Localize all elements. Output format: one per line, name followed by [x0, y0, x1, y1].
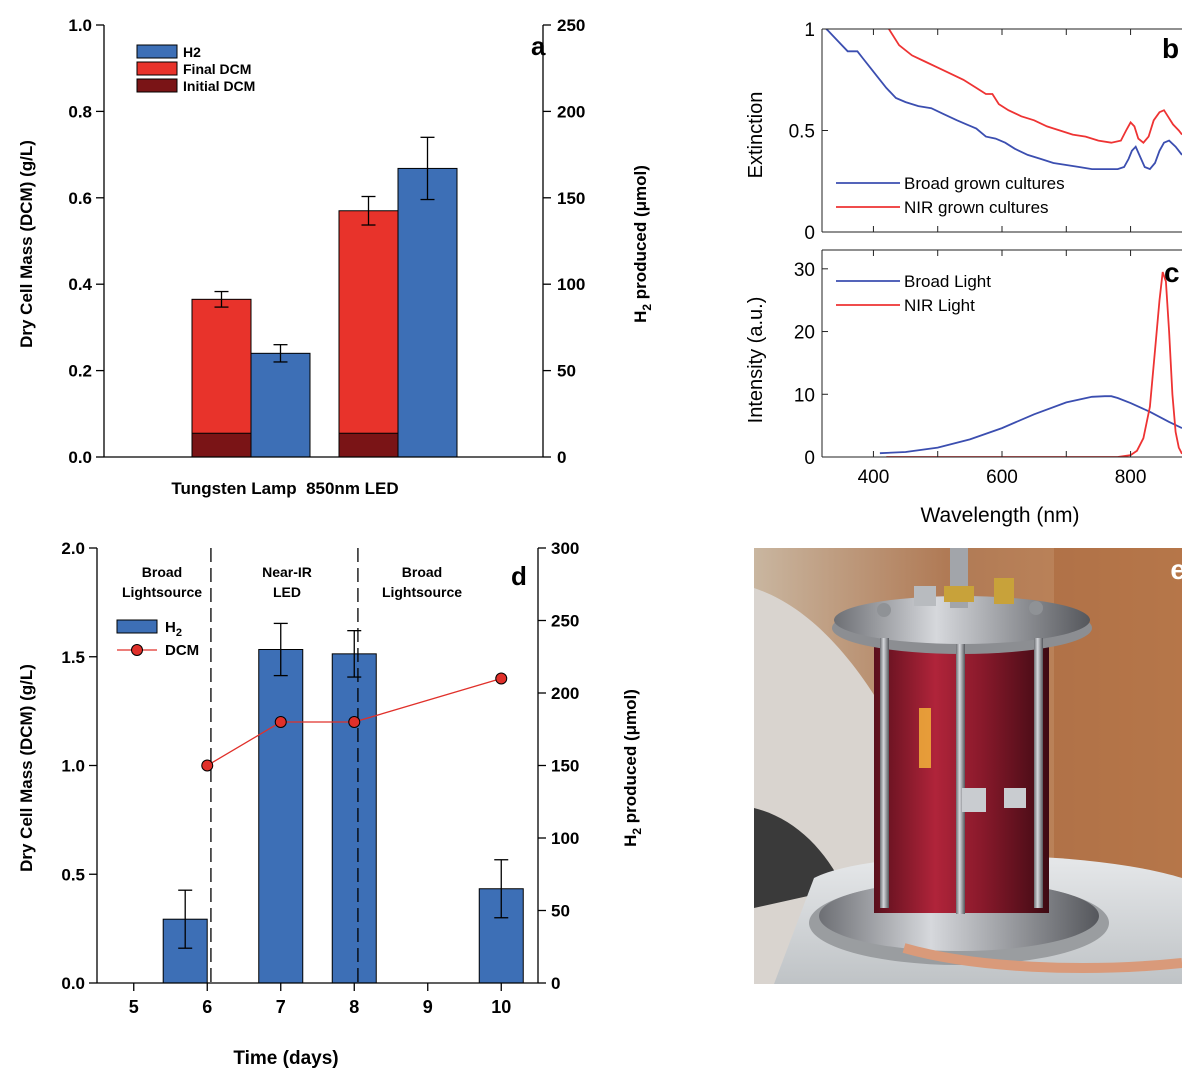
x-tick-label: 8 — [349, 997, 359, 1017]
y-tick-label: 0.5 — [61, 865, 85, 884]
legend-label: H2 — [183, 44, 201, 60]
y2-tick-label: 100 — [557, 275, 585, 294]
legend-swatch — [136, 61, 178, 76]
region-label: Lightsource — [122, 584, 202, 600]
y-tick-label: 30 — [794, 260, 815, 281]
panel-b: 0 0.5 1 Broad grown cultures NIR grown cultu… — [745, 20, 1182, 244]
y-tick-label: 0.6 — [68, 189, 92, 208]
panel-c-ylabel: Intensity (a.u.) — [745, 297, 767, 424]
y-tick-label: 10 — [794, 385, 815, 406]
panel-a-y2label: H2 produced (μmol) — [631, 165, 654, 323]
legend-label: NIR Light — [904, 296, 975, 315]
panel-d-ylabel: Dry Cell Mass (DCM) (g/L) — [17, 664, 36, 872]
x-tick-label: 9 — [423, 997, 433, 1017]
legend-label: Final DCM — [183, 61, 251, 77]
photobioreactor-image — [754, 548, 1182, 984]
x-tick-label: 600 — [986, 467, 1018, 488]
y-tick-label: 1.5 — [61, 648, 85, 667]
x-tick-label: 6 — [202, 997, 212, 1017]
panel-b-ylabel: Extinction — [745, 92, 767, 179]
y-tick-label: 0.0 — [68, 448, 92, 467]
broad-grown-cultures-line — [824, 29, 1182, 171]
y-tick-label: 1 — [804, 20, 815, 41]
y2-tick-label: 250 — [557, 16, 585, 35]
panel-d-y2label: H2 produced (μmol) — [621, 689, 644, 847]
x-tick-label: 5 — [129, 997, 139, 1017]
panel-d-letter: d — [511, 561, 527, 591]
dcm-line — [206, 677, 502, 767]
legend-label-dcm: DCM — [165, 642, 199, 659]
y-tick-label: 0 — [804, 223, 815, 244]
legend-swatch — [136, 44, 178, 59]
panel-c-xlabel: Wavelength (nm) — [920, 504, 1079, 527]
legend-swatch — [136, 78, 178, 93]
y2-tick-label: 50 — [557, 362, 576, 381]
y-tick-label: 0.0 — [61, 974, 85, 993]
y2-tick-label: 0 — [551, 974, 560, 993]
y-tick-label: 0.8 — [68, 102, 92, 121]
legend-marker-dcm — [131, 644, 143, 656]
h2-bar — [397, 167, 458, 458]
dcm-marker — [201, 759, 214, 772]
y-tick-label: 0 — [804, 448, 815, 469]
initial-dcm-bar — [338, 432, 399, 458]
panel-a-ylabel: Dry Cell Mass (DCM) (g/L) — [17, 140, 36, 348]
legend-label: Broad grown cultures — [904, 174, 1065, 193]
panel-a-xlabel: Tungsten Lamp 850nm LED — [171, 479, 398, 498]
legend-swatch-h2 — [116, 619, 158, 634]
region-label: Broad — [402, 564, 442, 580]
y2-tick-label: 250 — [551, 612, 579, 631]
legend-label: NIR grown cultures — [904, 198, 1049, 217]
y2-tick-label: 200 — [557, 102, 585, 121]
y-tick-label: 2.0 — [61, 539, 85, 558]
panel-c: 0 10 20 30 400 600 800 Broad Light NIR Light c I… — [745, 249, 1182, 527]
broad-light-line — [879, 395, 1182, 455]
photobioreactor-photo: e — [754, 548, 1182, 984]
y-tick-label: 0.2 — [68, 362, 92, 381]
h2-bar — [258, 649, 304, 984]
x-tick-label: 400 — [858, 467, 890, 488]
legend-label: Broad Light — [904, 272, 991, 291]
region-label: Near-IR — [262, 564, 312, 580]
h2-bar — [331, 653, 377, 984]
x-tick-label: 7 — [276, 997, 286, 1017]
region-label: LED — [273, 584, 301, 600]
dcm-marker — [348, 716, 361, 728]
x-tick-label: 800 — [1115, 467, 1147, 488]
h2-bar — [250, 352, 311, 458]
panel-d: 0.0 0.5 1.0 1.5 2.0 0 50 100 150 200 250 300 5 6 7 8 9 10… — [17, 539, 644, 1069]
region-label: Broad — [142, 564, 182, 580]
y-tick-label: 1.0 — [61, 757, 85, 776]
panel-d-xlabel: Time (days) — [233, 1048, 338, 1069]
legend-label: Initial DCM — [183, 78, 255, 94]
legend-label-h2: H2 — [165, 619, 182, 639]
panel-b-letter: b — [1162, 33, 1179, 64]
y2-tick-label: 0 — [557, 448, 566, 467]
panel-c-letter: c — [1164, 257, 1180, 288]
panel-a: 0.0 0.2 0.4 0.6 0.8 1.0 0 50 100 150 200 250 H2Fina… — [17, 16, 654, 498]
y-tick-label: 20 — [794, 323, 815, 344]
y2-tick-label: 150 — [557, 189, 585, 208]
panel-e-letter: e — [1170, 554, 1182, 585]
dcm-marker — [495, 672, 508, 685]
y2-tick-label: 100 — [551, 829, 579, 848]
y2-tick-label: 300 — [551, 539, 579, 558]
nir-light-line — [886, 271, 1182, 457]
region-label: Lightsource — [382, 584, 462, 600]
nir-grown-cultures-line — [887, 29, 1182, 144]
y-tick-label: 0.5 — [789, 122, 815, 143]
y-tick-label: 1.0 — [68, 16, 92, 35]
x-tick-label: 10 — [491, 997, 511, 1017]
panel-a-letter: a — [531, 31, 546, 61]
initial-dcm-bar — [191, 432, 252, 458]
final-dcm-bar — [338, 210, 399, 458]
final-dcm-bar — [191, 298, 252, 458]
dcm-marker — [274, 716, 287, 728]
y2-tick-label: 150 — [551, 757, 579, 776]
y-tick-label: 0.4 — [68, 275, 92, 294]
y2-tick-label: 50 — [551, 902, 570, 921]
y2-tick-label: 200 — [551, 684, 579, 703]
